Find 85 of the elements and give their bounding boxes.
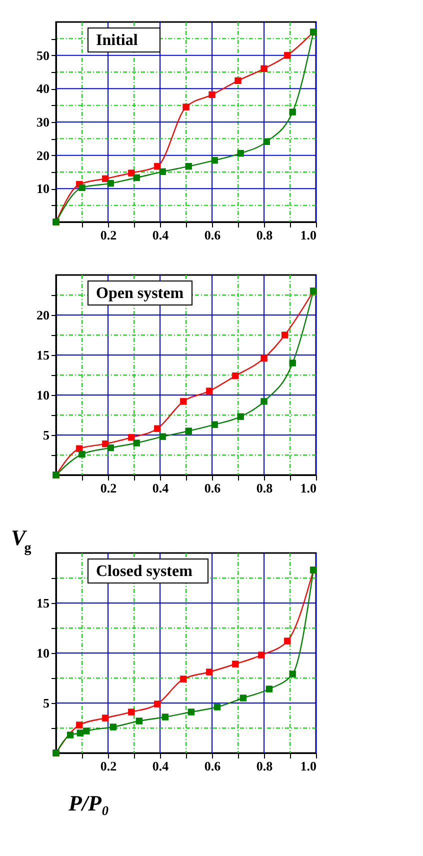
point [107,180,114,187]
y-tick-label: 20 [36,148,50,163]
x-tick-label: 0.8 [256,758,274,774]
point [159,168,166,176]
x-tick-label: 1.0 [300,228,316,242]
point [237,150,244,157]
point [182,104,190,110]
point [185,428,192,434]
x-tick-label: 0.2 [100,758,117,774]
x-tick-label: 0.6 [204,228,222,242]
point [208,91,216,98]
point [289,670,296,678]
text: Open system [96,285,184,302]
point [289,108,296,116]
x-tick-label: 0.2 [100,480,117,496]
point [260,398,268,405]
x-tick-label: 0.6 [204,480,222,496]
point [180,676,187,682]
point [162,714,169,720]
x-axis-title: P/P₀ [68,790,110,816]
point [284,52,291,59]
point [78,450,86,458]
point [110,724,117,730]
point [289,360,296,366]
y-tick-label: 5 [43,428,50,442]
point [185,162,192,170]
y-tick-label: 50 [36,48,50,63]
point [66,732,74,738]
point [281,332,288,338]
point [76,722,83,728]
point [128,434,135,441]
point [180,398,187,405]
point [128,708,135,716]
y-tick-label: 30 [36,114,50,130]
point [154,700,161,708]
point [76,730,84,736]
x-tick-label: 0.2 [100,228,117,242]
text: Initial [96,32,138,49]
point [102,714,109,722]
point [78,184,86,192]
x-tick-label: 0.4 [152,758,170,774]
y-tick-label: 10 [36,181,50,196]
point [211,156,218,164]
y-tick-label: 5 [43,696,50,710]
point [133,174,140,182]
point [266,686,273,692]
point [76,445,83,452]
point [206,668,213,676]
point [284,638,291,644]
point [237,413,244,420]
point [260,65,268,72]
point [232,372,239,380]
y-tick-label: 15 [36,596,50,610]
point [102,175,109,182]
y-tick-label: 10 [36,388,50,402]
point [232,660,239,668]
point [107,444,114,452]
y-tick-label: 10 [36,646,50,660]
point [188,708,195,716]
x-tick-label: 0.8 [256,228,274,242]
point [133,440,140,446]
point [154,425,161,432]
x-tick-label: 0.8 [256,480,274,496]
y-tick-label: 40 [36,81,50,96]
point [214,704,221,710]
x-tick-label: 1.0 [300,480,316,496]
x-tick-label: 0.6 [204,758,222,774]
x-tick-label: 1.0 [300,758,316,774]
y-tick-label: 20 [36,308,50,322]
point [136,718,143,724]
point [263,138,270,146]
point [234,77,242,84]
point [260,354,268,362]
point [83,728,90,734]
point [258,652,265,658]
point [211,421,218,428]
text: Closed system [96,563,194,580]
point [206,388,213,394]
point [154,162,161,170]
x-tick-label: 0.4 [152,228,170,242]
point [128,170,135,176]
x-tick-label: 0.4 [152,480,170,496]
point [159,433,166,440]
y-tick-label: 15 [36,348,50,362]
point [240,694,247,702]
